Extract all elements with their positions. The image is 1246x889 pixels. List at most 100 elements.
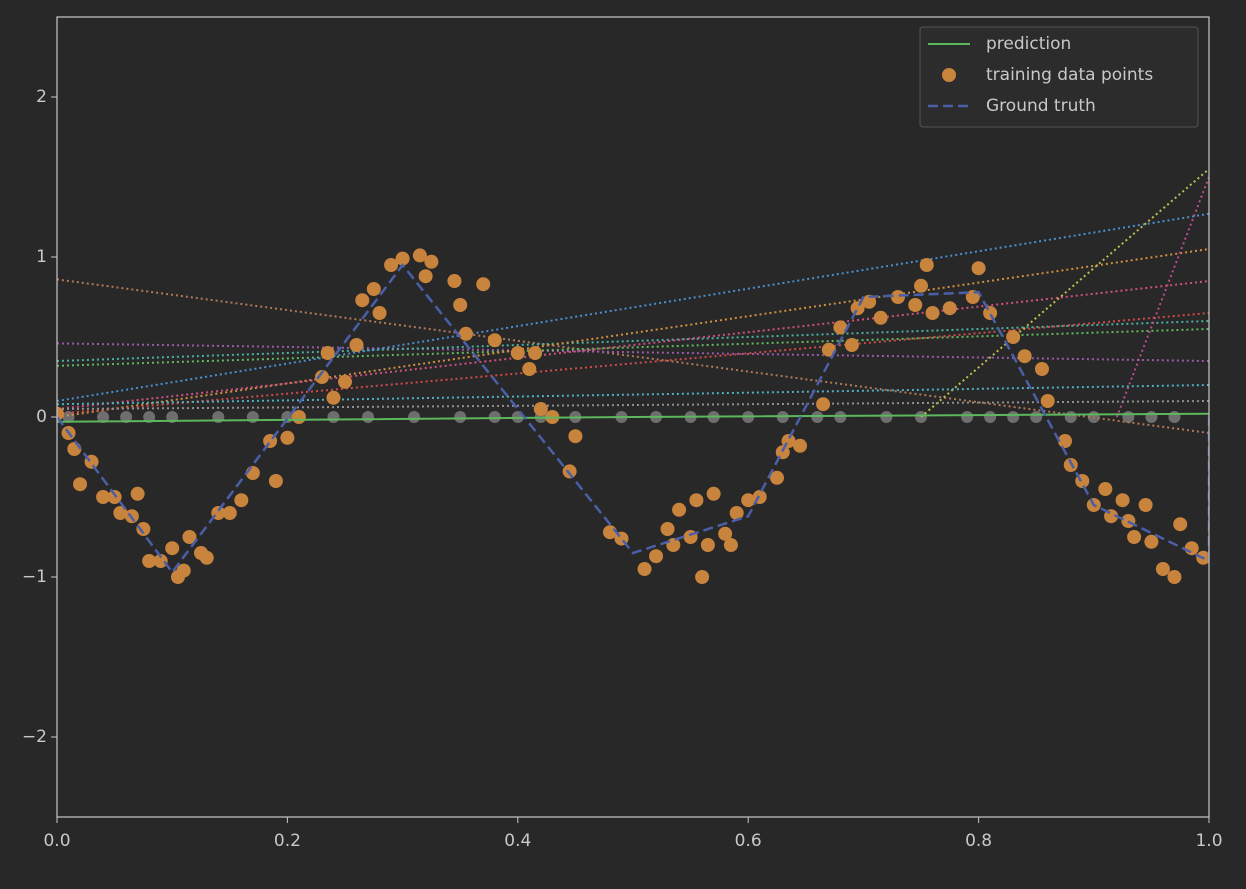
training-point [73,477,88,492]
y-tick-label: 2 [36,87,47,107]
x-tick-label: 0.6 [735,831,762,851]
training-point [844,338,859,352]
training-point [453,298,468,312]
training-point [1144,534,1159,549]
training-point [182,530,197,544]
training-point [199,550,214,565]
training-point [1098,482,1113,496]
training-point [107,490,122,504]
y-tick-label: −2 [22,727,47,747]
training-point [165,541,180,556]
axes-frame [56,16,1210,818]
training-point [793,438,808,453]
training-point [510,346,525,360]
reference-point [362,411,375,423]
legend-label: training data points [986,65,1153,85]
training-point [925,306,940,320]
reference-point [1064,411,1077,423]
training-point [366,282,381,296]
training-point [113,506,128,520]
dotted-line [57,384,1209,406]
training-point [770,470,784,485]
legend-label: Ground truth [986,96,1096,116]
training-point [1184,541,1199,556]
x-tick-label: 0.8 [965,831,992,851]
training-point [314,370,329,384]
ground-truth-line [57,262,1209,575]
training-point [487,333,502,348]
training-point [718,526,733,541]
training-point [729,506,744,520]
training-point [637,562,652,576]
training-point [234,493,249,508]
training-point [833,320,848,335]
training-point [1127,530,1142,544]
training-point [320,346,335,360]
dotted-line [57,278,1209,434]
training-point [355,293,370,308]
training-point [372,306,387,320]
reference-point [1030,411,1043,423]
training-point [142,554,157,568]
training-point [222,506,237,520]
training-point [424,254,439,269]
dotted-line [57,400,1209,410]
y-tick-label: −1 [22,567,47,587]
training-point [533,402,548,416]
training-point [418,269,433,284]
reference-point [811,411,824,423]
training-point [568,429,583,444]
training-point [1115,493,1130,508]
reference-point [1007,411,1020,423]
legend-swatch [942,68,956,82]
training-point [153,554,168,568]
training-point [476,277,491,292]
reference-point [97,411,110,423]
training-point [660,522,675,536]
training-point [672,502,687,517]
training-point [1058,434,1072,448]
training-point [1138,498,1153,512]
plot-marks [57,168,1209,584]
legend-label: prediction [986,34,1071,54]
training-point [850,301,865,316]
training-point [890,290,905,304]
training-point [447,274,462,288]
dotted-line [57,248,1209,418]
training-point [706,486,721,501]
training-point [136,522,151,536]
training-point [130,486,145,501]
dotted-line [57,342,1209,362]
training-point [522,362,537,376]
y-tick-label: 1 [36,247,47,267]
reference-point [454,411,467,423]
x-tick-label: 0.0 [43,831,70,851]
training-point [1017,349,1032,364]
training-point [338,374,352,389]
training-point [983,306,998,320]
reference-point [880,411,893,423]
reference-point [984,411,997,423]
x-tick-label: 0.2 [274,831,301,851]
training-point [395,251,410,266]
x-tick-label: 1.0 [1195,831,1222,851]
reference-point [143,411,156,423]
training-point [291,410,306,424]
training-point [723,538,738,552]
training-point [1173,517,1188,532]
reference-point [120,411,133,423]
training-point [528,346,543,360]
training-point [689,493,704,508]
training-point [67,442,82,456]
training-point [602,525,617,540]
reference-point [327,411,340,423]
x-tick-label: 0.4 [504,831,531,851]
training-point [666,538,681,552]
training-point [862,294,877,309]
reference-point [488,411,501,423]
training-point [775,445,790,460]
y-tick-label: 0 [36,407,47,427]
training-point [280,430,295,445]
